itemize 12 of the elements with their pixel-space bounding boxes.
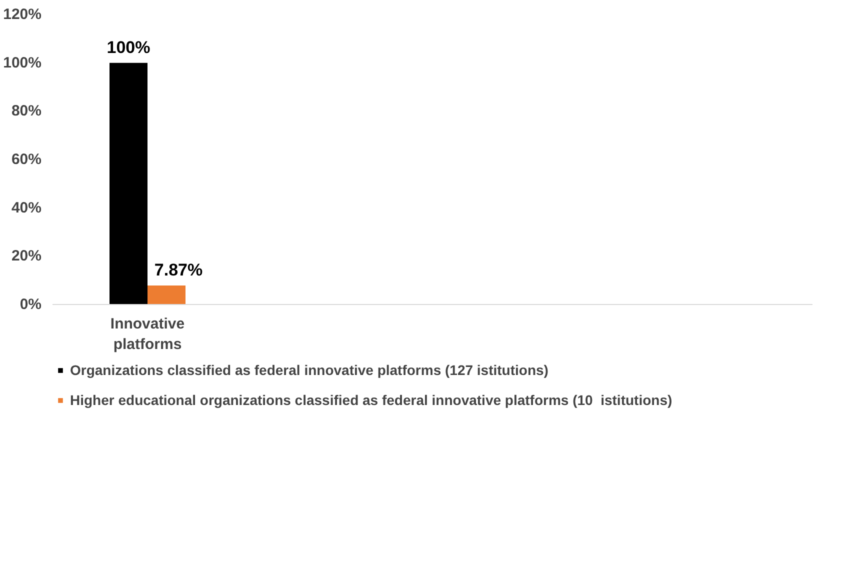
x-tick-label: Innovative platforms [110,316,185,353]
legend-label: Organizations classified as federal innovative platforms (127 istitutions) [70,362,548,378]
y-tick-label: 60% [11,151,42,168]
y-tick-label: 80% [11,102,42,120]
data-label: 7.87% [154,260,203,280]
y-tick-label: 100% [3,54,42,72]
legend-label: Higher educational organizations classified as federal innovative platforms (10 istitutions) [70,392,672,408]
y-tick-label: 40% [11,199,42,216]
data-label: 100% [106,38,150,57]
y-tick-label: 20% [11,248,42,265]
y-tick-label: 120% [3,6,42,23]
y-tick-label: 0% [20,296,42,313]
